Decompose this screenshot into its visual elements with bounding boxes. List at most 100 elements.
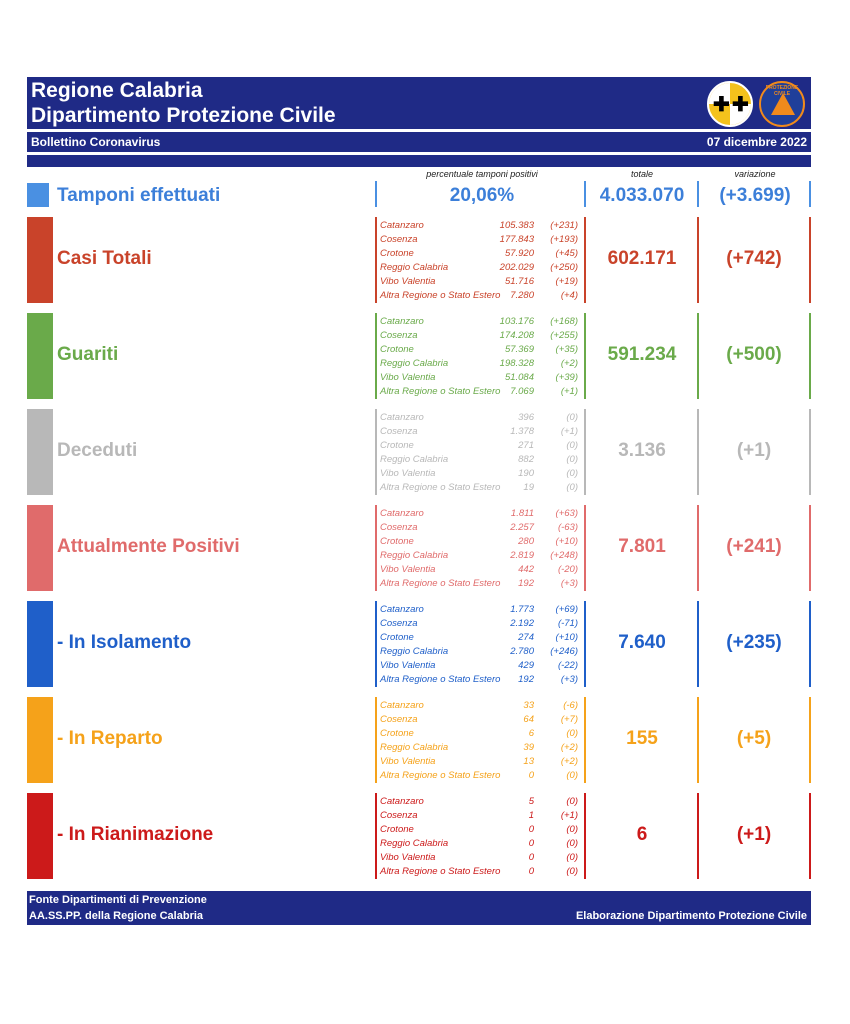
province-name: Vibo Valentia (380, 276, 436, 287)
province-name: Reggio Calabria (380, 742, 449, 753)
province-row: Reggio Calabria 0 (0) (380, 837, 580, 851)
province-row: Catanzaro 103.176 (+168) (380, 315, 580, 329)
province-value: 0 (528, 770, 534, 781)
province-value: 271 (518, 440, 534, 451)
section-divider (809, 409, 811, 495)
section-divider (584, 697, 586, 783)
province-list: Catanzaro 105.383 (+231) Cosenza 177.843 (+19… (380, 219, 580, 303)
section-total: 7.640 (618, 632, 666, 653)
province-value: 7.280 (510, 290, 534, 301)
province-value: 280 (518, 536, 534, 547)
logos: ✚ ✚ PROTEZIONE CIVILE (707, 81, 807, 127)
calabria-crest-icon: ✚ ✚ (707, 81, 753, 127)
province-value: 51.084 (504, 372, 534, 383)
section-label: Deceduti (57, 440, 138, 461)
section-variation: (+742) (726, 248, 782, 269)
province-value: 1.811 (510, 508, 534, 519)
province-list: Catanzaro 396 (0) Cosenza 1.378 (+1) Crotone 27… (380, 411, 580, 495)
province-value: 396 (518, 412, 534, 423)
province-value: 5 (528, 796, 534, 807)
province-value: 0 (528, 866, 534, 877)
province-delta: (+10) (555, 632, 578, 643)
province-name: Crotone (380, 344, 414, 355)
province-row: Altra Regione o Stato Estero 7.280 (+4) (380, 289, 580, 303)
section-divider (584, 313, 586, 399)
province-value: 2.257 (510, 522, 534, 533)
province-row: Reggio Calabria 882 (0) (380, 453, 580, 467)
section-divider (375, 217, 377, 303)
province-delta: (-20) (557, 564, 578, 575)
province-row: Catanzaro 1.811 (+63) (380, 507, 580, 521)
province-value: 51.716 (504, 276, 534, 287)
province-delta: (+248) (550, 550, 578, 561)
province-name: Vibo Valentia (380, 468, 436, 479)
tamponi-label: Tamponi effettuati (57, 185, 221, 206)
province-value: 177.843 (499, 234, 534, 245)
section-total: 6 (636, 824, 648, 845)
section-divider (809, 697, 811, 783)
footer-credit: Elaborazione Dipartimento Protezione Civ… (575, 910, 807, 922)
section-total: 7.801 (618, 536, 666, 557)
province-name: Cosenza (380, 618, 418, 629)
province-row: Reggio Calabria 39 (+2) (380, 741, 580, 755)
section-label: - In Reparto (57, 728, 163, 749)
province-delta: (0) (566, 728, 578, 739)
province-row: Cosenza 2.257 (-63) (380, 521, 580, 535)
section-divider (697, 505, 699, 591)
province-delta: (-22) (557, 660, 578, 671)
section-variation: (+1) (736, 440, 772, 461)
province-row: Vibo Valentia 429 (-22) (380, 659, 580, 673)
province-list: Catanzaro 33 (-6) Cosenza 64 (+7) Crotone 6 (0) R… (380, 699, 580, 783)
section-divider (809, 217, 811, 303)
province-name: Vibo Valentia (380, 372, 436, 383)
province-list: Catanzaro 5 (0) Cosenza 1 (+1) Crotone 0 (0) Regg… (380, 795, 580, 879)
province-name: Cosenza (380, 810, 418, 821)
province-row: Altra Regione o Stato Estero 7.069 (+1) (380, 385, 580, 399)
section-color-block (27, 601, 53, 687)
section-divider (809, 505, 811, 591)
province-value: 0 (528, 852, 534, 863)
province-value: 7.069 (510, 386, 534, 397)
province-delta: (+1) (560, 386, 578, 397)
section-divider (375, 505, 377, 591)
tamponi-percentage: 20,06% (449, 185, 515, 206)
province-list: Catanzaro 1.773 (+69) Cosenza 2.192 (-71) Crot… (380, 603, 580, 687)
province-row: Catanzaro 33 (-6) (380, 699, 580, 713)
section-reparto: - In Reparto Catanzaro 33 (-6) Cosenza 64 (+7)… (27, 697, 811, 783)
section-deceduti: Deceduti Catanzaro 396 (0) Cosenza 1.378 (+1) C… (27, 409, 811, 495)
province-value: 202.029 (499, 262, 534, 273)
header-banner: Regione Calabria Dipartimento Protezione… (27, 77, 811, 129)
province-value: 429 (518, 660, 534, 671)
tamponi-variation: (+3.699) (719, 185, 791, 206)
province-name: Altra Regione o Stato Estero (380, 482, 501, 493)
province-name: Cosenza (380, 522, 418, 533)
province-name: Altra Regione o Stato Estero (380, 386, 501, 397)
tamponi-divider (375, 181, 377, 207)
province-name: Crotone (380, 536, 414, 547)
province-value: 192 (518, 674, 534, 685)
province-value: 442 (518, 564, 534, 575)
section-divider (697, 793, 699, 879)
tamponi-divider (584, 181, 586, 207)
section-label: - In Isolamento (57, 632, 192, 653)
pct-column-header: percentuale tamponi positivi (426, 169, 538, 179)
province-delta: (+7) (560, 714, 578, 725)
province-row: Crotone 271 (0) (380, 439, 580, 453)
province-row: Catanzaro 1.773 (+69) (380, 603, 580, 617)
province-value: 39 (523, 742, 534, 753)
province-name: Cosenza (380, 426, 418, 437)
province-delta: (0) (566, 852, 578, 863)
province-name: Crotone (380, 824, 414, 835)
province-name: Reggio Calabria (380, 550, 449, 561)
province-delta: (+193) (550, 234, 578, 245)
section-rianimazione: - In Rianimazione Catanzaro 5 (0) Cosenza 1 (+… (27, 793, 811, 879)
section-positivi: Attualmente Positivi Catanzaro 1.811 (+63) C… (27, 505, 811, 591)
bulletin-date: 07 dicembre 2022 (706, 135, 807, 149)
section-divider (697, 313, 699, 399)
province-name: Reggio Calabria (380, 838, 449, 849)
section-divider (697, 409, 699, 495)
province-name: Altra Regione o Stato Estero (380, 866, 501, 877)
province-name: Catanzaro (380, 220, 424, 231)
province-list: Catanzaro 103.176 (+168) Cosenza 174.208 (+25… (380, 315, 580, 399)
province-delta: (0) (566, 412, 578, 423)
